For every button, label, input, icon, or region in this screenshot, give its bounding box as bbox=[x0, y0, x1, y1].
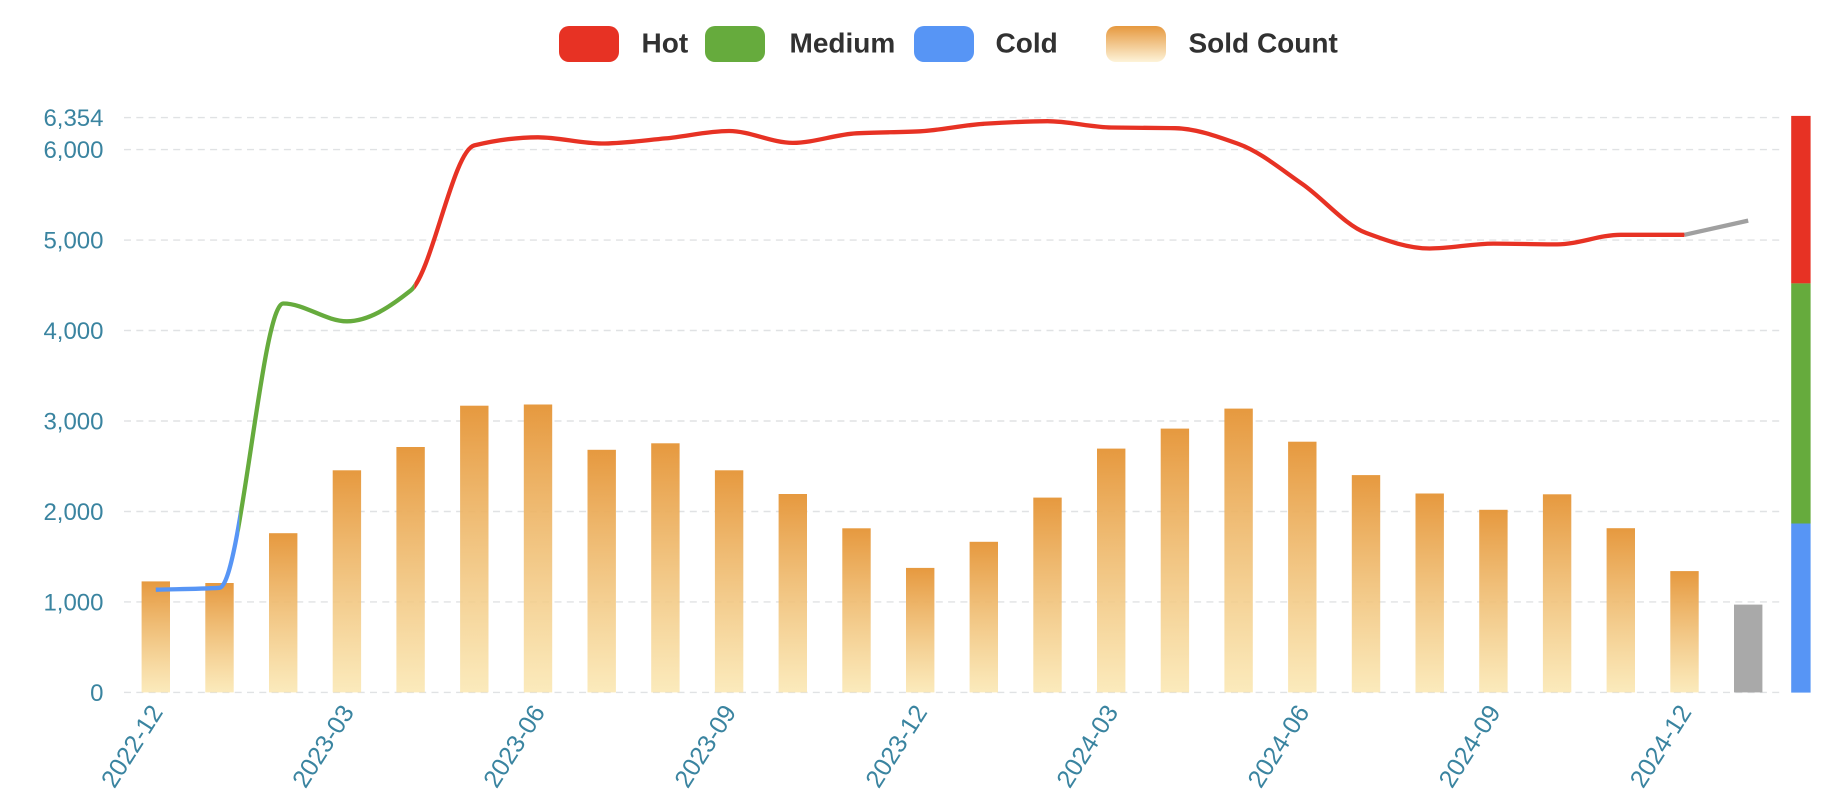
svg-text:6,000: 6,000 bbox=[43, 137, 103, 164]
svg-text:Hot: Hot bbox=[642, 28, 689, 59]
svg-text:0: 0 bbox=[90, 680, 103, 707]
svg-text:Sold Count: Sold Count bbox=[1189, 28, 1338, 59]
svg-text:5,000: 5,000 bbox=[43, 228, 103, 255]
svg-text:4,000: 4,000 bbox=[43, 318, 103, 345]
svg-text:3,000: 3,000 bbox=[43, 409, 103, 436]
svg-text:6,354: 6,354 bbox=[43, 105, 103, 132]
svg-text:1,000: 1,000 bbox=[43, 590, 103, 617]
svg-text:Cold: Cold bbox=[996, 28, 1058, 59]
svg-text:Medium: Medium bbox=[790, 28, 896, 59]
svg-text:2,000: 2,000 bbox=[43, 499, 103, 526]
